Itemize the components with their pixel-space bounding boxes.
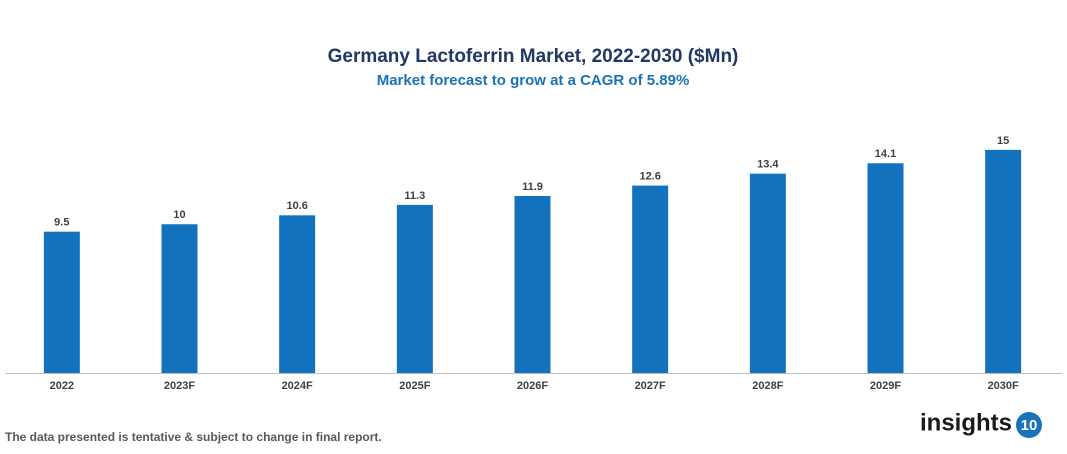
data-label: 9.5 [54,217,69,229]
x-tick-label: 2022 [50,380,74,392]
logo-text: insights [920,409,1012,436]
data-label: 12.6 [639,170,660,182]
x-tick-label: 2027F [635,380,666,392]
bar [514,195,551,373]
x-tick-label: 2023F [164,380,195,392]
chart-subtitle: Market forecast to grow at a CAGR of 5.8… [377,72,690,89]
x-tick-label: 2024F [282,380,313,392]
bar [396,204,433,373]
x-tick-label: 2025F [399,380,430,392]
bar [279,215,316,373]
x-tick-label: 2029F [870,380,901,392]
logo-badge [1016,412,1042,438]
x-tick-label: 2028F [752,380,783,392]
bar [985,149,1022,373]
x-tick-label: 2030F [988,380,1019,392]
bar [749,173,786,373]
data-label: 11.9 [522,181,543,193]
data-label: 14.1 [875,148,896,160]
bar [43,231,80,373]
bar [867,163,904,373]
data-label: 10.6 [286,200,307,212]
bar [632,185,669,373]
data-label: 11.3 [404,190,425,202]
data-label: 15 [997,135,1009,147]
x-tick-label: 2026F [517,380,548,392]
footnote: The data presented is tentative & subjec… [5,430,382,444]
chart-title: Germany Lactoferrin Market, 2022-2030 ($… [328,46,739,67]
data-label: 10 [173,209,185,221]
logo-badge-text: 10 [1021,417,1038,434]
data-label: 13.4 [757,159,779,171]
bar [161,224,198,373]
